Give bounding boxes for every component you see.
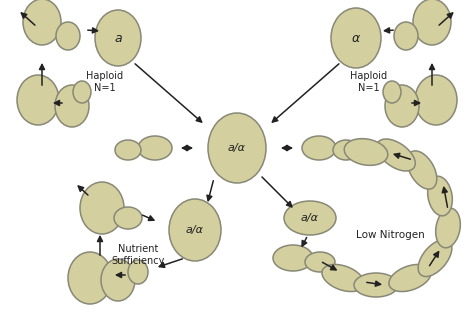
Ellipse shape <box>273 245 313 271</box>
Ellipse shape <box>208 113 266 183</box>
Text: Low Nitrogen: Low Nitrogen <box>356 230 424 240</box>
Ellipse shape <box>331 8 381 68</box>
Ellipse shape <box>114 207 142 229</box>
Ellipse shape <box>344 139 388 165</box>
Ellipse shape <box>80 182 124 234</box>
Ellipse shape <box>302 136 336 160</box>
Text: α: α <box>352 32 360 44</box>
Ellipse shape <box>333 140 359 160</box>
Ellipse shape <box>354 273 398 297</box>
Ellipse shape <box>284 201 336 235</box>
Ellipse shape <box>128 260 148 284</box>
Ellipse shape <box>169 199 221 261</box>
Ellipse shape <box>377 139 415 171</box>
Ellipse shape <box>55 85 89 127</box>
Ellipse shape <box>23 0 61 45</box>
Ellipse shape <box>383 81 401 103</box>
Ellipse shape <box>68 252 112 304</box>
Ellipse shape <box>138 136 172 160</box>
Ellipse shape <box>322 264 364 292</box>
Ellipse shape <box>95 10 141 66</box>
Ellipse shape <box>17 75 59 125</box>
Text: Nutrient
Sufficiency: Nutrient Sufficiency <box>111 244 164 266</box>
Ellipse shape <box>428 176 452 216</box>
Ellipse shape <box>418 240 452 277</box>
Ellipse shape <box>389 264 431 292</box>
Text: Haploid
N=1: Haploid N=1 <box>350 71 388 93</box>
Ellipse shape <box>394 22 418 50</box>
Ellipse shape <box>115 140 141 160</box>
Text: a/α: a/α <box>186 225 204 235</box>
Ellipse shape <box>305 252 335 272</box>
Ellipse shape <box>56 22 80 50</box>
Ellipse shape <box>436 208 460 248</box>
Ellipse shape <box>385 85 419 127</box>
Ellipse shape <box>407 151 437 189</box>
Text: a/α: a/α <box>301 213 319 223</box>
Ellipse shape <box>73 81 91 103</box>
Ellipse shape <box>101 259 135 301</box>
Text: a: a <box>114 32 122 44</box>
Text: Haploid
N=1: Haploid N=1 <box>86 71 124 93</box>
Text: a/α: a/α <box>228 143 246 153</box>
Ellipse shape <box>415 75 457 125</box>
Ellipse shape <box>413 0 451 45</box>
